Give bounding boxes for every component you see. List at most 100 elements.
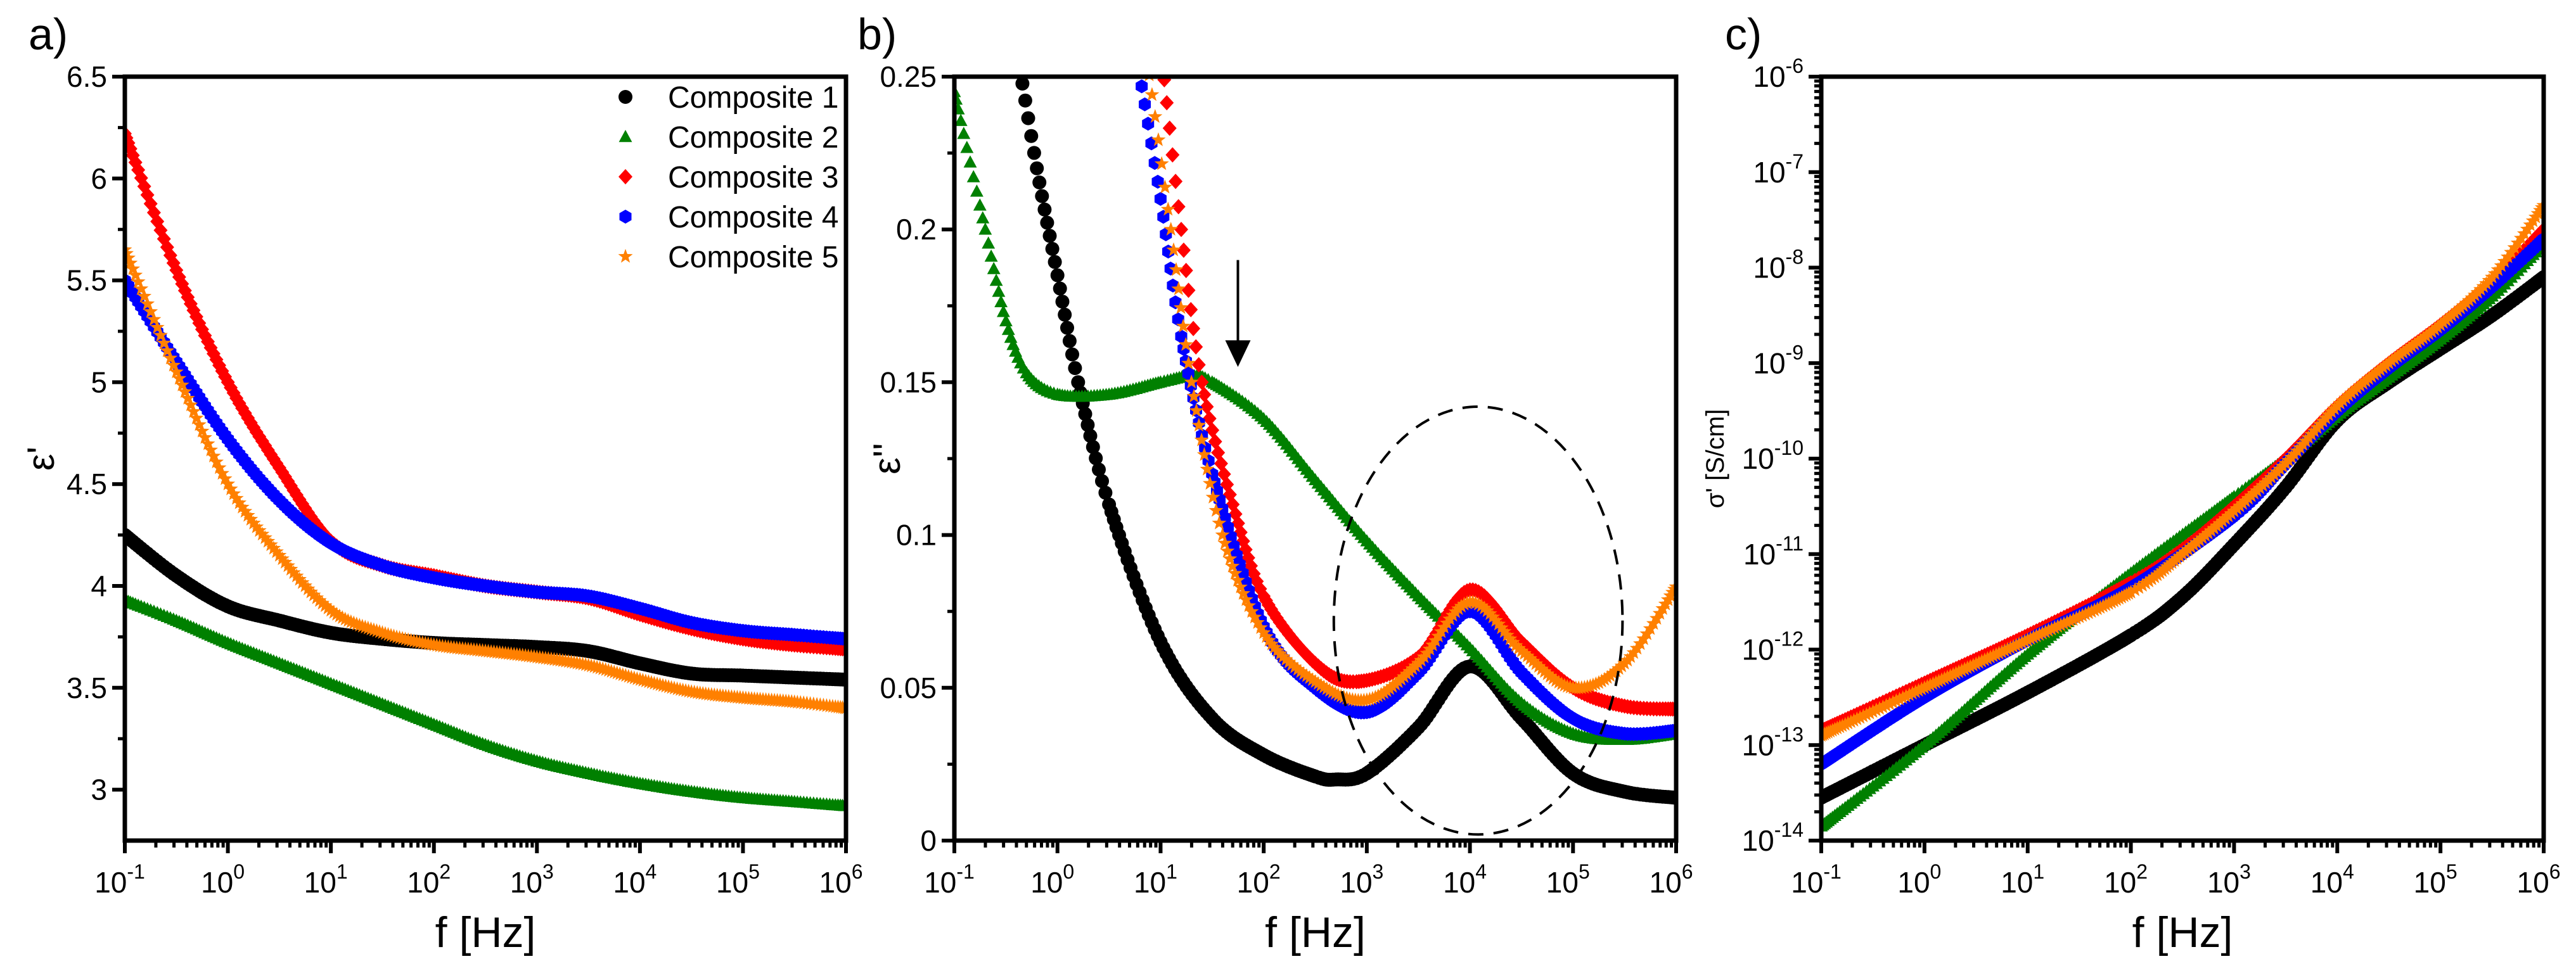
data-point	[1153, 39, 1167, 54]
x-tick-label: 105	[1546, 860, 1590, 899]
data-point	[206, 448, 221, 462]
data-point	[1859, 707, 1874, 721]
y-axis: 0 0.05 0.1 0.15 0.2 0.25	[880, 60, 954, 857]
data-point	[160, 239, 174, 255]
y-tick-label: 3	[91, 773, 107, 806]
y-tick-label: 10-11	[1743, 532, 1804, 571]
data-point	[203, 442, 218, 457]
panel-label: b)	[857, 10, 897, 59]
tick-exponent: 1	[336, 860, 348, 883]
legend-marker-star-icon	[618, 248, 633, 263]
data-point	[317, 598, 333, 613]
tick-base: 10	[2001, 866, 2033, 899]
data-point	[183, 296, 198, 312]
tick-exponent: 5	[1579, 860, 1590, 883]
data-point	[1233, 579, 1248, 594]
plot-frame	[1819, 74, 2546, 843]
data-point	[1264, 636, 1279, 651]
data-point	[1278, 652, 1293, 666]
x-axis: 10-1 100 101 102 103 104 105 106	[924, 841, 1693, 899]
data-point	[1151, 132, 1166, 146]
data-point	[1872, 701, 1887, 715]
data-point	[984, 249, 998, 262]
data-point	[221, 476, 236, 490]
data-point	[2135, 578, 2150, 592]
data-point	[1244, 604, 1259, 618]
tick-exponent: 5	[2446, 860, 2457, 883]
y-axis: 3 3.5 4 4.5 5 5.5 6 6.5	[67, 60, 125, 806]
tick-exponent: -12	[1774, 628, 1804, 651]
data-point	[238, 504, 253, 518]
data-point	[1241, 550, 1255, 566]
x-tick-label: 102	[1237, 860, 1281, 899]
data-point	[1171, 281, 1186, 295]
tick-exponent: 2	[439, 860, 451, 883]
tick-base: 10	[1546, 866, 1579, 899]
data-point	[323, 602, 338, 617]
data-point	[215, 466, 229, 480]
data-point	[209, 352, 224, 367]
tick-base: 10	[716, 866, 748, 899]
data-point	[1241, 598, 1257, 613]
x-axis-title: f [Hz]	[435, 908, 536, 956]
data-point	[1157, 179, 1172, 194]
data-point	[1525, 653, 1541, 668]
data-point	[157, 335, 172, 350]
x-tick-label: 103	[1340, 860, 1383, 899]
data-point	[1276, 649, 1291, 663]
tick-exponent: 3	[1373, 860, 1384, 883]
plot-frame	[122, 74, 849, 843]
data-point	[1165, 147, 1180, 163]
data-point	[1202, 476, 1217, 490]
data-point	[1247, 609, 1262, 624]
tick-exponent: 2	[1269, 860, 1281, 883]
data-point	[1314, 677, 1328, 692]
legend-label: Composite 4	[668, 201, 838, 234]
data-point	[1157, 77, 1172, 87]
legend-marker-triangle-icon	[618, 130, 632, 143]
data-point	[982, 236, 996, 249]
tick-base: 10	[2414, 866, 2446, 899]
data-point	[278, 469, 292, 485]
tick-base: 10	[407, 866, 439, 899]
data-point	[1166, 242, 1181, 257]
data-point	[300, 581, 316, 595]
data-point	[976, 211, 990, 224]
data-point	[1018, 93, 1032, 108]
tick-exponent: -1	[956, 860, 974, 883]
legend-label: Composite 1	[668, 81, 838, 115]
data-point	[280, 558, 295, 573]
series-composite-2	[125, 593, 846, 811]
data-point	[229, 490, 244, 505]
y-tick-label: 10-9	[1753, 341, 1804, 379]
legend-item: Composite 2	[618, 121, 838, 155]
data-point	[1305, 672, 1320, 686]
data-point	[1238, 542, 1253, 557]
legend-marker-hexagon-icon	[619, 210, 632, 224]
data-point	[1021, 111, 1035, 125]
data-point	[229, 390, 244, 406]
data-point	[257, 530, 272, 544]
data-point	[192, 315, 207, 331]
tick-exponent: -9	[1786, 341, 1804, 364]
y-axis-title: ε''	[866, 443, 908, 474]
data-point	[966, 170, 980, 182]
data-point	[1225, 558, 1240, 573]
data-point	[1494, 620, 1509, 635]
data-point	[1179, 262, 1193, 279]
data-point	[243, 511, 259, 526]
data-point	[309, 590, 324, 604]
data-point	[970, 184, 984, 197]
data-point	[137, 288, 152, 303]
y-axis-title: ε'	[20, 447, 62, 471]
data-point	[1055, 295, 1070, 309]
data-point	[1062, 334, 1077, 348]
x-tick-label: 104	[613, 860, 657, 899]
data-point	[1186, 321, 1201, 336]
data-point	[252, 523, 267, 537]
data-point	[240, 507, 255, 522]
data-point	[1175, 329, 1188, 343]
data-point	[1154, 192, 1167, 206]
data-point	[252, 429, 267, 445]
